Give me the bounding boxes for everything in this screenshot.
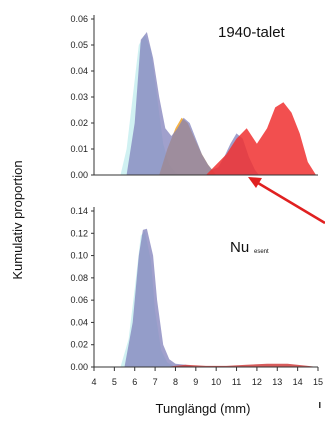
panel-label-bottom: Nu <box>230 239 249 256</box>
panel-bottom: 0.00 0.02 0.04 0.06 0.08 0.10 0.12 0.14 Nu esent 4… <box>70 206 323 387</box>
x-tick-label: 9 <box>193 377 198 387</box>
y-tick-label: 0.01 <box>70 144 88 154</box>
y-tick-label: 0.06 <box>70 295 88 305</box>
x-tick-label: 7 <box>153 377 158 387</box>
series-area-top-2 <box>126 32 259 175</box>
annotation-arrow-head <box>248 177 262 188</box>
x-axis-label: Tunglängd (mm) <box>156 401 251 416</box>
panel-top: 0.00 0.01 0.02 0.03 0.04 0.05 0.06 1940-talet <box>70 14 318 180</box>
y-tick-label: 0.00 <box>70 170 88 180</box>
y-tick-label: 0.04 <box>70 66 88 76</box>
x-tick-label: 12 <box>252 377 262 387</box>
panel-sublabel-bottom: esent <box>254 249 269 255</box>
x-tick-label: 4 <box>91 377 96 387</box>
page-edge-mark <box>319 402 321 408</box>
panel-label-top: 1940-talet <box>218 24 286 41</box>
y-tick-label: 0.02 <box>70 340 88 350</box>
y-tick-label: 0.00 <box>70 362 88 372</box>
series-area-top-3 <box>206 102 316 175</box>
y-tick-label: 0.04 <box>70 317 88 327</box>
y-axis-label: Kumulativ proportion <box>10 160 25 279</box>
y-tick-label: 0.03 <box>70 92 88 102</box>
y-tick-label: 0.14 <box>70 206 88 216</box>
x-tick-label: 10 <box>211 377 221 387</box>
x-tick-label: 11 <box>232 377 241 387</box>
x-tick-label: 13 <box>272 377 282 387</box>
y-tick-label: 0.06 <box>70 14 88 24</box>
series-area-bottom-2 <box>165 363 318 367</box>
y-tick-label: 0.05 <box>70 40 88 50</box>
y-tick-label: 0.08 <box>70 273 88 283</box>
x-tick-label: 5 <box>112 377 117 387</box>
series-area-bottom-1 <box>124 228 196 367</box>
y-tick-label: 0.12 <box>70 228 88 238</box>
annotation-arrow-line <box>257 181 325 225</box>
annotation-arrow <box>248 177 325 225</box>
x-tick-label: 8 <box>173 377 178 387</box>
y-tick-label: 0.10 <box>70 251 88 261</box>
y-tick-label: 0.02 <box>70 118 88 128</box>
x-tick-label: 15 <box>313 377 323 387</box>
x-tick-label: 14 <box>293 377 303 387</box>
x-tick-label: 6 <box>132 377 137 387</box>
